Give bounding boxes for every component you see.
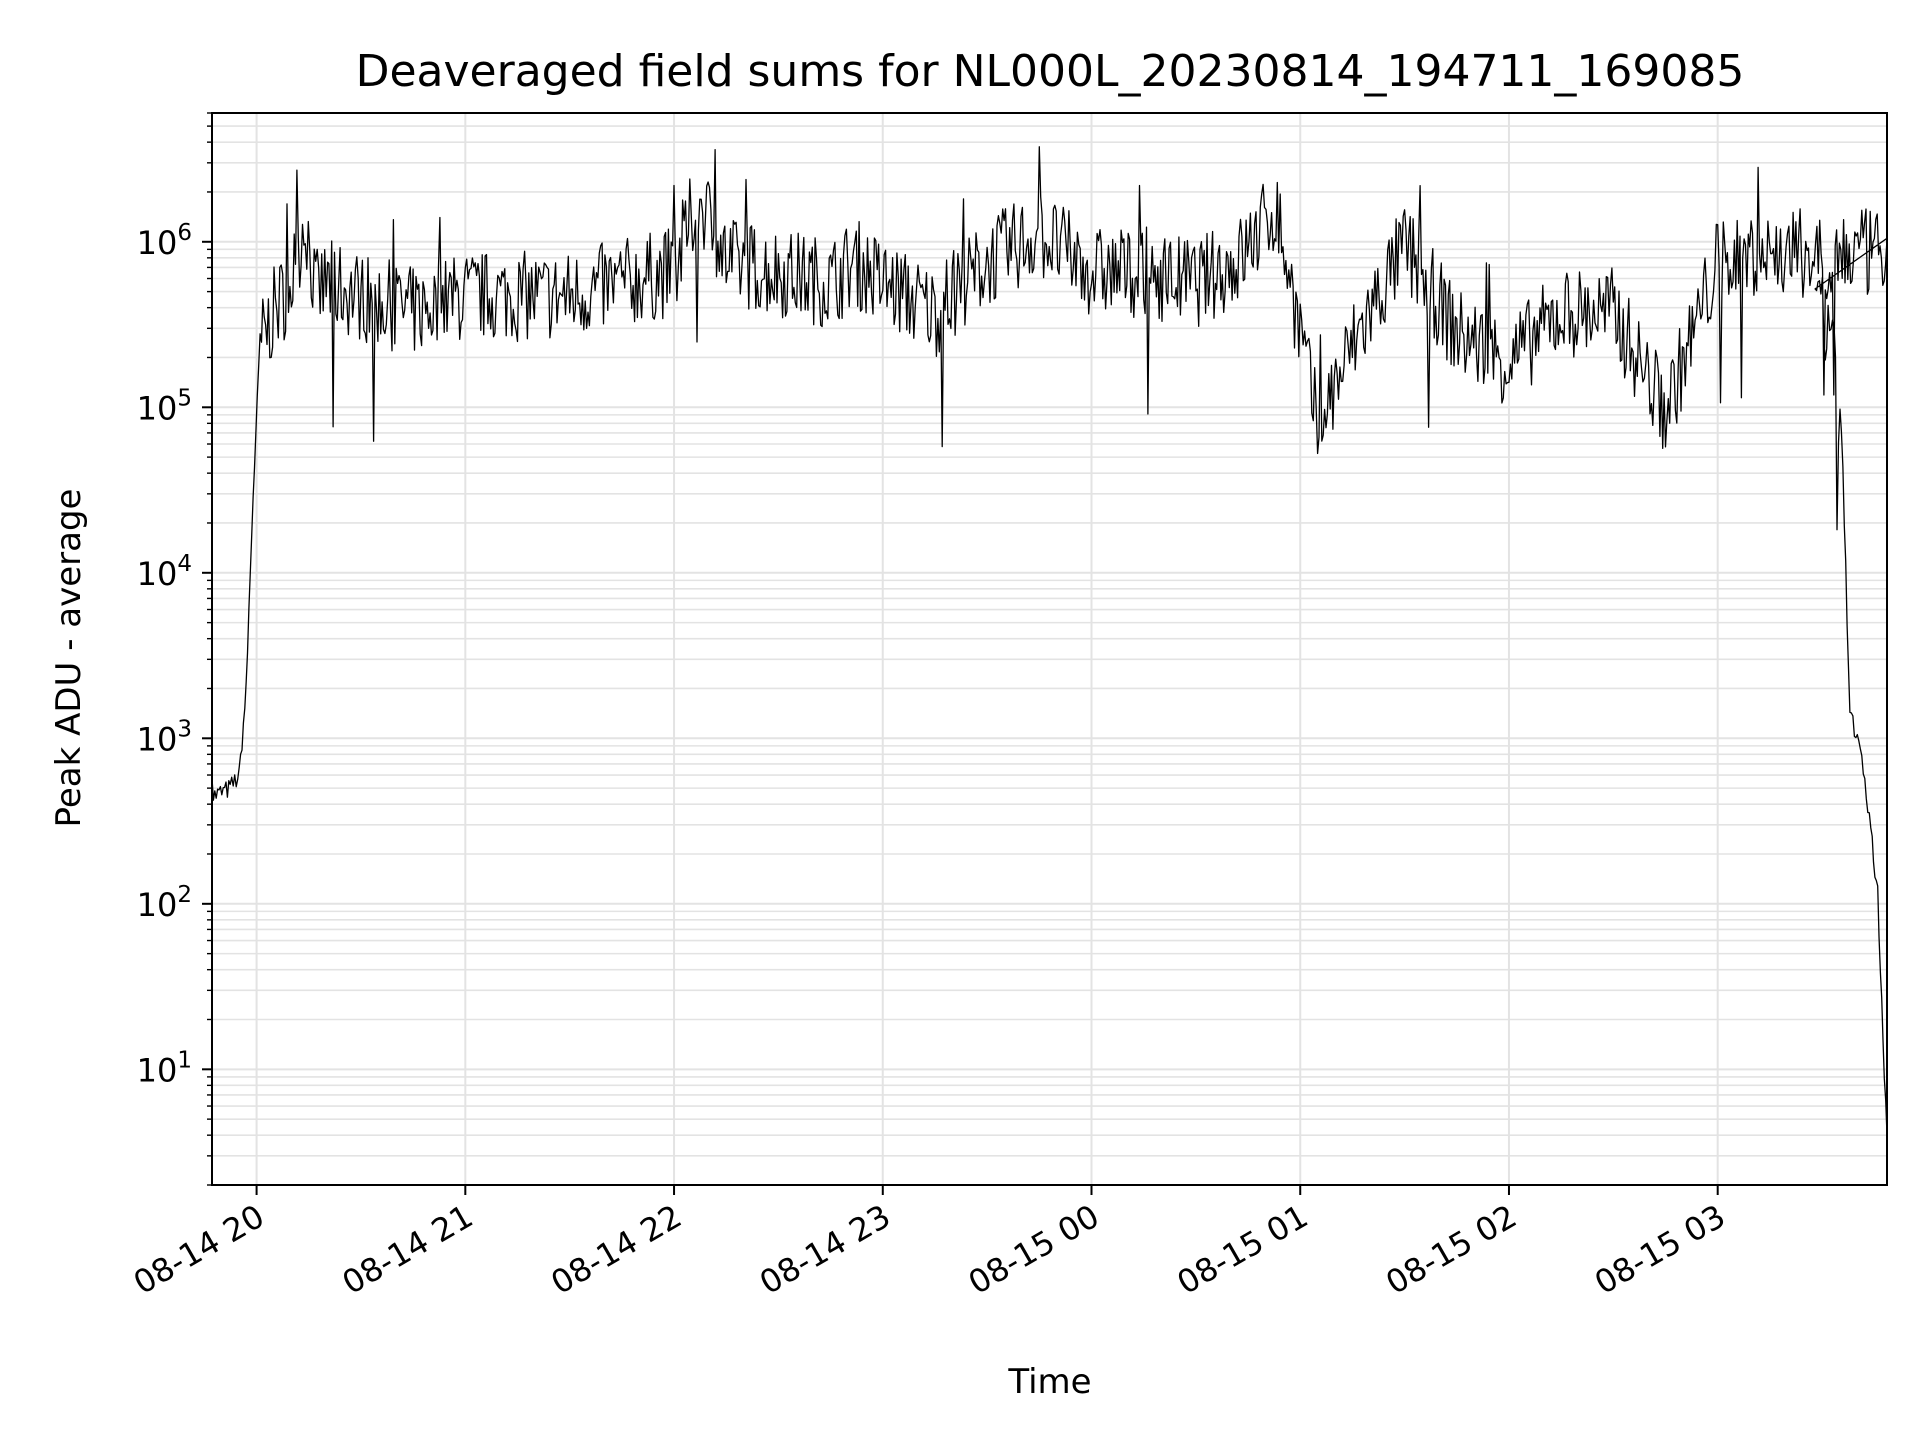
x-tick-label: 08-15 00	[962, 1197, 1106, 1302]
x-tick-label: 08-15 01	[1171, 1197, 1315, 1302]
y-tick-label: 101	[137, 1047, 192, 1089]
y-tick-label: 102	[137, 882, 192, 924]
x-tick-label: 08-14 21	[336, 1197, 480, 1302]
series-line	[211, 146, 1888, 1136]
y-tick-label: 106	[137, 220, 192, 262]
y-axis: 101 102 103 104 105 106	[137, 112, 212, 1186]
grid	[212, 112, 1887, 1186]
y-tick-label: 105	[137, 385, 192, 427]
x-axis-label: Time	[1007, 1362, 1091, 1402]
x-tick-label: 08-15 03	[1588, 1197, 1732, 1302]
series-layer	[211, 146, 1888, 1136]
y-tick-label: 103	[137, 716, 192, 758]
x-tick-label: 08-14 22	[544, 1197, 688, 1302]
x-tick-label: 08-15 02	[1379, 1197, 1523, 1302]
y-axis-label: Peak ADU - average	[49, 489, 89, 828]
x-axis: 08-14 20 08-14 21 08-14 22 08-14 23 08-15 00…	[127, 1185, 1732, 1302]
y-tick-label: 104	[137, 551, 192, 593]
chart-title: Deaveraged field sums for NL000L_2023081…	[356, 46, 1745, 97]
plot-frame	[211, 112, 1888, 1186]
x-tick-label: 08-14 23	[753, 1197, 897, 1302]
x-tick-label: 08-14 20	[127, 1197, 271, 1302]
